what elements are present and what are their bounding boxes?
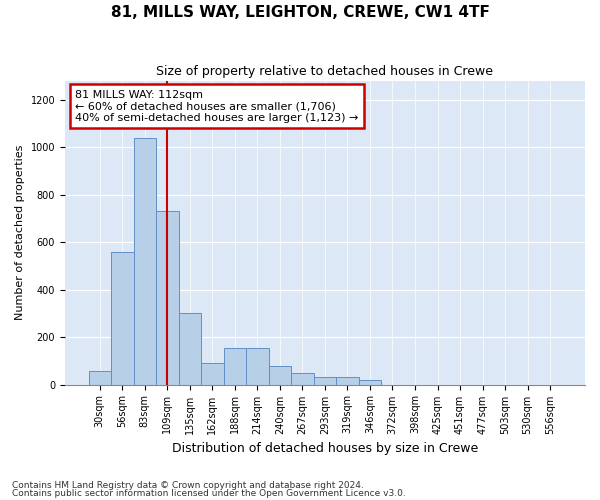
Bar bbox=[314, 378, 336, 384]
X-axis label: Distribution of detached houses by size in Crewe: Distribution of detached houses by size … bbox=[172, 442, 478, 455]
Bar bbox=[134, 138, 156, 384]
Bar bbox=[336, 378, 359, 384]
Bar bbox=[179, 314, 201, 384]
Y-axis label: Number of detached properties: Number of detached properties bbox=[15, 145, 25, 320]
Bar bbox=[156, 211, 179, 384]
Bar bbox=[291, 372, 314, 384]
Text: 81, MILLS WAY, LEIGHTON, CREWE, CW1 4TF: 81, MILLS WAY, LEIGHTON, CREWE, CW1 4TF bbox=[110, 5, 490, 20]
Bar bbox=[89, 371, 111, 384]
Bar bbox=[269, 366, 291, 384]
Bar bbox=[201, 363, 224, 384]
Bar bbox=[246, 348, 269, 385]
Text: 81 MILLS WAY: 112sqm
← 60% of detached houses are smaller (1,706)
40% of semi-de: 81 MILLS WAY: 112sqm ← 60% of detached h… bbox=[76, 90, 359, 123]
Text: Contains HM Land Registry data © Crown copyright and database right 2024.: Contains HM Land Registry data © Crown c… bbox=[12, 480, 364, 490]
Bar bbox=[359, 380, 381, 384]
Bar bbox=[224, 348, 246, 385]
Bar bbox=[111, 252, 134, 384]
Text: Contains public sector information licensed under the Open Government Licence v3: Contains public sector information licen… bbox=[12, 489, 406, 498]
Title: Size of property relative to detached houses in Crewe: Size of property relative to detached ho… bbox=[157, 65, 493, 78]
